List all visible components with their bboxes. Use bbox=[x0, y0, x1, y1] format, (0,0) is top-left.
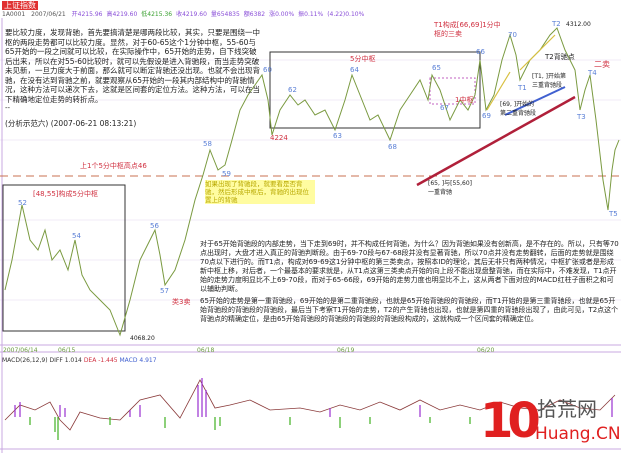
date-tick: 06/18 bbox=[197, 347, 215, 354]
wave-point-label: 69 bbox=[482, 112, 491, 120]
bz3-label: [T1, ]开始第 bbox=[532, 73, 566, 80]
wave-point-label: 60 bbox=[263, 66, 272, 74]
stock-code: 1A0001 bbox=[2, 11, 26, 18]
macd-diff-value: DIFF 1.014 bbox=[49, 357, 82, 364]
analysis-note-top: 要比较力度，发现背驰，首先要搞清楚是哪两段比较，其实，只要是围绕一中枢的两段走势… bbox=[5, 28, 260, 104]
quote-field: 收4219.60 bbox=[176, 11, 207, 18]
date-tick: 06/19 bbox=[337, 347, 355, 354]
t2-label: T2背驰点 bbox=[545, 53, 575, 61]
quote-field: 量654835 bbox=[210, 11, 240, 18]
macd-histogram bbox=[14, 378, 613, 440]
wave-point-label: 65 bbox=[432, 64, 441, 72]
price-4312: 4312.00 bbox=[566, 21, 591, 28]
quote-field: 低4215.36 bbox=[141, 11, 173, 18]
price-4068: 4068.20 bbox=[130, 335, 155, 342]
quote-info-bar: 1A0001 2007/06/21 开4215.96 高4219.60 低4215.… bbox=[2, 11, 372, 18]
analysis-note-top-block: 要比较力度，发现背驰，首先要搞清楚是哪两段比较，其实，只要是围绕一中枢的两段走势… bbox=[5, 28, 260, 129]
yellow-note: 如果出现了背驰段，就要看是否背驰，然后形成中枢后，背驰的出现位置上的背驰 bbox=[205, 180, 315, 204]
wave-point-label: 66 bbox=[476, 48, 485, 56]
macd-macd-value: MACD 4.917 bbox=[119, 357, 157, 364]
date-tick: 2007/06/14 bbox=[3, 347, 38, 354]
logo-en: Huang.CN bbox=[535, 424, 621, 444]
quote-field: 额6382 bbox=[243, 11, 266, 18]
wave-point-label: 58 bbox=[203, 140, 212, 148]
note-separator: -- bbox=[5, 104, 11, 112]
second-sell-label: 二卖 bbox=[594, 60, 610, 69]
onemin-label: 1中枢 bbox=[455, 96, 474, 104]
wave-point-label: 54 bbox=[72, 232, 81, 240]
sell3-label: 类3卖 bbox=[172, 298, 191, 306]
stock-title: 上证指数 bbox=[2, 1, 38, 10]
analysis-note-mid-block: 对于65开始背驰段的内部走势，当下走到69时，并不构成任何背驰，为什么？因为背驰… bbox=[200, 240, 620, 324]
trend-line-red bbox=[416, 95, 576, 187]
macd-diff bbox=[4, 379, 616, 431]
wave-point-label: 56 bbox=[150, 222, 159, 230]
wave-point-label: 64 bbox=[350, 66, 359, 74]
wave-point-label: 68 bbox=[388, 143, 397, 151]
wave-point-label: 62 bbox=[288, 86, 297, 94]
logo-cn: 拾荒网 bbox=[537, 397, 597, 421]
wave-point-label: 70 bbox=[508, 31, 517, 39]
wave-point-label: 57 bbox=[160, 287, 169, 295]
macd-info: MACD(26,12,9) DIFF 1.014 DEA -1.445 MACD… bbox=[2, 357, 157, 364]
bz1-label: [65, ]与[55,60] bbox=[428, 180, 472, 187]
trend-line-blue bbox=[504, 86, 566, 116]
quote-field: 开4215.96 bbox=[71, 11, 103, 18]
wave-point-label: 63 bbox=[333, 132, 342, 140]
wave-point-label: T1 bbox=[518, 84, 527, 92]
bz1b-label: 一重背驰 bbox=[428, 189, 453, 196]
fivemin-label: 5分中枢 bbox=[350, 55, 376, 63]
quote-date: 2007/06/21 bbox=[31, 11, 66, 18]
macd-name: MACD(26,12,9) bbox=[2, 357, 48, 364]
bz2b-label: 第二重背驰段 bbox=[500, 110, 537, 117]
quote-field: 振0.11% bbox=[298, 11, 324, 18]
quote-field: 涨0.00% bbox=[269, 11, 295, 18]
date-tick: 06/15 bbox=[58, 347, 76, 354]
zs5-label: [48,55]构成5分中枢 bbox=[33, 190, 98, 198]
wave-point-label: 67 bbox=[440, 104, 449, 112]
analysis-note-mid2: 65开始的走势是第一重背驰段，69开始的是第二重背驰段，也就是65开始背驰段的背… bbox=[200, 297, 619, 323]
wave-point-label: T4 bbox=[588, 69, 597, 77]
bz3b-label: 三重背驰段 bbox=[532, 82, 563, 89]
wave-point-label: T3 bbox=[577, 113, 586, 121]
t1-label: T1构成[66,69]1分中枢的三卖 bbox=[434, 21, 501, 38]
quote-field: (4.22)0.10% bbox=[327, 11, 365, 18]
price-4224: 4224 bbox=[270, 134, 288, 142]
quote-field: 高4219.60 bbox=[106, 11, 138, 18]
prev-high-label: 上1个5分中枢高点46 bbox=[80, 162, 147, 170]
note-signature: (分析示范六) (2007-06-21 08:13:21) bbox=[5, 119, 137, 128]
wave-point-label: T2 bbox=[552, 20, 561, 28]
logo-number: 10 bbox=[480, 393, 541, 449]
wave-point-label: 59 bbox=[222, 170, 231, 178]
zs5-box bbox=[2, 184, 126, 332]
bz2-label: [69, ]开始的 bbox=[500, 101, 535, 108]
fivemin-box bbox=[269, 51, 481, 129]
date-tick: 06/20 bbox=[477, 347, 495, 354]
wave-point-label: 52 bbox=[18, 199, 27, 207]
analysis-note-mid1: 对于65开始背驰段的内部走势，当下走到69时，并不构成任何背驰，为什么？因为背驰… bbox=[200, 240, 619, 293]
wave-point-label: T5 bbox=[609, 210, 618, 218]
macd-dea-value: DEA -1.445 bbox=[83, 357, 118, 364]
